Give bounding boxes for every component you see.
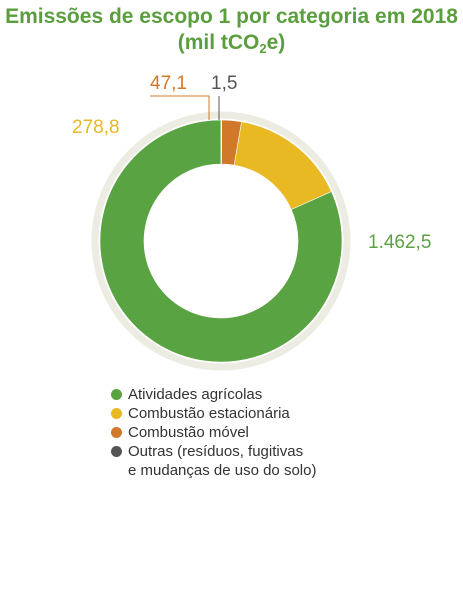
value-label-agricolas: 1.462,5 — [368, 232, 431, 253]
value-label-estacionaria: 278,8 — [72, 117, 120, 138]
legend-swatch — [111, 446, 122, 457]
legend-label: Combustão estacionária — [128, 405, 290, 422]
chart-unit-suffix: e) — [266, 31, 286, 54]
legend-label: Outras (resíduos, fugitivas — [128, 443, 304, 460]
legend-label: Atividades agrícolas — [128, 386, 263, 403]
chart-unit-prefix: (mil tCO — [177, 31, 260, 54]
legend-swatch — [111, 389, 122, 400]
legend-label: Combustão móvel — [128, 424, 249, 441]
legend-item-outras: Outras (resíduos, fugitivas e mudanças de… — [111, 442, 316, 480]
chart-title: Emissões de escopo 1 por categoria em 20… — [5, 5, 458, 28]
value-label-outras: 1,5 — [211, 73, 237, 94]
chart-unit: (mil tCO2e) — [0, 30, 463, 55]
donut-chart: 1.462,5 278,8 47,1 1,5 — [72, 73, 431, 371]
slice-agricolas — [99, 119, 343, 363]
legend-item-estacionaria: Combustão estacionária — [111, 404, 316, 423]
leader-line-movel — [150, 95, 210, 120]
donut-halo-ring — [91, 111, 351, 371]
legend-label-line2: e mudanças de uso do solo) — [128, 462, 317, 479]
value-label-movel: 47,1 — [150, 73, 187, 94]
legend-item-agricolas: Atividades agrícolas — [111, 385, 316, 404]
legend-swatch — [111, 408, 122, 419]
slice-outras — [220, 119, 222, 165]
chart-legend: Atividades agrícolas Combustão estacioná… — [111, 385, 316, 480]
legend-swatch — [111, 427, 122, 438]
legend-item-movel: Combustão móvel — [111, 423, 316, 442]
chart-unit-subscript: 2 — [259, 41, 267, 56]
